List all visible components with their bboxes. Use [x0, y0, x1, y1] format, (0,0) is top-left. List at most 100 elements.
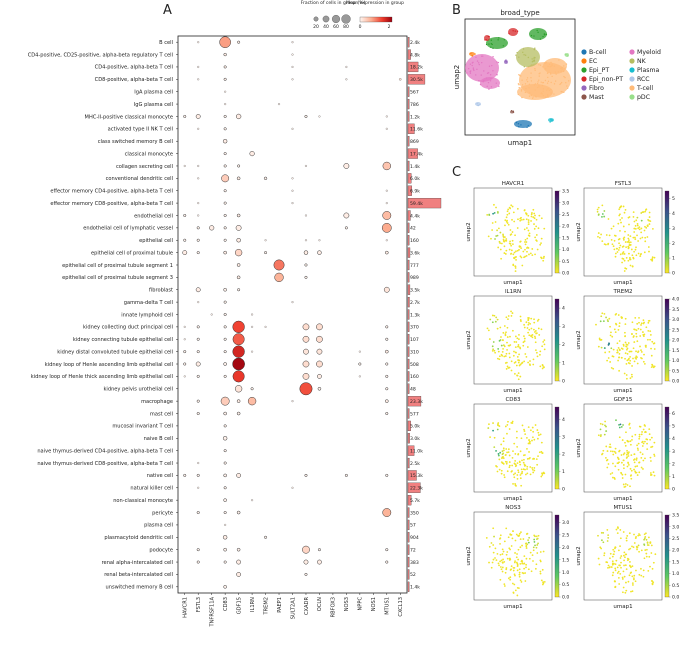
dot: [236, 510, 241, 515]
gene-umap-point: [523, 567, 526, 570]
gene-umap-point: [627, 463, 630, 466]
gene-umap-point: [620, 461, 623, 464]
gene-umap-point: [497, 227, 500, 230]
cell-count-label: 1.2k: [410, 114, 420, 120]
gene-umap-point: [639, 335, 642, 337]
gene-umap-point: [517, 534, 519, 537]
cell-count-bar: [407, 111, 410, 122]
cell-count-label: 567: [410, 90, 419, 96]
gene-umap-point: [626, 359, 629, 362]
umap-point: [490, 46, 492, 48]
gene-umap-point: [624, 441, 626, 444]
gene-umap-ylabel: umap2: [466, 438, 472, 457]
gene-umap-point: [508, 557, 511, 560]
panel-label-b: B: [452, 3, 461, 18]
gene-umap-point: [618, 436, 621, 439]
cell-count-label: 30.5k: [410, 77, 423, 83]
colorbar-tick-label: 0.5: [562, 259, 569, 265]
gene-umap-point: [603, 243, 606, 245]
gene-umap-point: [499, 326, 502, 329]
gene-umap-point: [510, 565, 513, 568]
gene-umap-point: [503, 325, 506, 327]
umap-point: [477, 104, 479, 107]
gene-umap-point: [624, 208, 627, 211]
gene-umap-point: [525, 254, 528, 257]
gene-umap-point: [632, 216, 635, 218]
gene-umap-point: [542, 259, 545, 262]
gene-umap-point: [499, 242, 502, 245]
umap-legend-swatch: [629, 76, 635, 82]
gene-umap-point: [618, 369, 621, 372]
row-label: innate lymphoid cell: [121, 312, 173, 318]
gene-umap-point: [624, 352, 627, 355]
gene-umap-point: [605, 430, 608, 432]
gene-umap-point: [519, 450, 522, 453]
umap-point: [566, 85, 568, 87]
gene-umap-point: [631, 265, 634, 268]
dot: [385, 239, 388, 242]
umap-point: [553, 65, 555, 67]
colorbar-tick-label: 4: [562, 306, 565, 312]
row-label: pericyte: [152, 510, 173, 516]
colorbar-tick-label: 4: [562, 417, 565, 423]
gene-umap-point: [645, 326, 648, 329]
colorbar-tick-label: 1.5: [562, 557, 569, 563]
column-label: TNFRSF11A: [209, 596, 215, 627]
gene-umap-point: [597, 232, 600, 234]
gene-umap-ylabel: umap2: [576, 546, 582, 565]
gene-umap-point: [639, 255, 642, 258]
umap-point: [533, 35, 535, 37]
gene-umap-point: [611, 355, 614, 358]
gene-umap-point: [525, 557, 528, 560]
gene-umap-point: [526, 472, 529, 475]
row-label: unswitched memory B cell: [106, 585, 174, 591]
gene-umap-point: [643, 353, 645, 356]
gene-umap-xlabel: umap1: [613, 496, 632, 502]
gene-umap-point: [523, 256, 525, 259]
gene-umap-point: [625, 431, 627, 434]
gene-umap-point: [619, 219, 622, 221]
gene-umap-point: [502, 452, 505, 455]
umap-point: [539, 38, 542, 40]
size-legend-title: Fraction of cells in group (%): [301, 0, 366, 6]
gene-umap-point: [534, 214, 536, 217]
gene-umap-point: [498, 468, 501, 471]
umap-point: [561, 66, 563, 69]
dot: [197, 486, 200, 489]
gene-umap-point: [512, 243, 514, 246]
gene-umap-point: [609, 450, 612, 453]
gene-umap-point: [630, 350, 633, 353]
umap-point: [534, 95, 536, 97]
gene-umap-point: [517, 372, 520, 375]
dot: [291, 53, 294, 56]
dot: [236, 213, 241, 218]
colorbar-tick-label: 3.5: [672, 307, 679, 313]
gene-umap-point: [620, 555, 623, 557]
dot: [223, 337, 227, 341]
gene-umap-point: [521, 459, 523, 462]
umap-point: [487, 81, 490, 84]
gene-umap-point: [506, 326, 509, 329]
row-label: plasma cell: [144, 523, 173, 529]
gene-umap-point: [614, 331, 617, 334]
gene-umap-point: [508, 356, 511, 359]
gene-umap-point: [520, 320, 522, 323]
gene-umap-point: [633, 231, 636, 233]
umap-point: [548, 89, 551, 92]
gene-umap-point: [502, 457, 505, 460]
cell-count-label: 2.4k: [410, 40, 420, 46]
gene-umap-point: [514, 346, 517, 348]
gene-umap-point: [503, 355, 506, 358]
gene-umap-point: [634, 470, 637, 473]
gene-umap-point: [650, 354, 653, 357]
row-label: kidney connecting tubule epithelial cell: [73, 337, 173, 343]
dot: [223, 449, 227, 453]
gene-umap-point: [605, 425, 607, 428]
cell-count-bar: [407, 297, 410, 308]
gene-umap-point: [503, 560, 506, 563]
gene-umap-point: [490, 542, 493, 544]
gene-umap-point: [531, 554, 534, 557]
gene-umap-point: [626, 343, 629, 346]
umap-point: [547, 88, 549, 90]
umap-point: [526, 80, 529, 83]
